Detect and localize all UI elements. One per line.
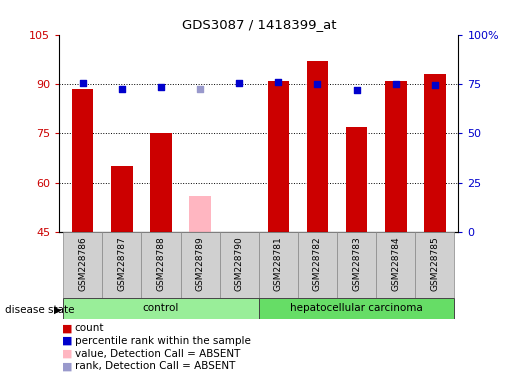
Bar <box>268 81 289 232</box>
Bar <box>259 232 298 298</box>
Point <box>352 87 360 93</box>
Text: GSM228790: GSM228790 <box>235 236 244 291</box>
Text: ▶: ▶ <box>54 305 62 315</box>
Point <box>274 79 282 85</box>
Text: ■: ■ <box>62 349 72 359</box>
Text: disease state: disease state <box>5 305 75 315</box>
Point <box>196 86 204 92</box>
Bar <box>190 196 211 232</box>
Text: GSM228788: GSM228788 <box>157 236 165 291</box>
Text: GSM228783: GSM228783 <box>352 236 361 291</box>
Bar <box>63 298 259 319</box>
Text: GSM228782: GSM228782 <box>313 236 322 291</box>
Bar <box>298 232 337 298</box>
Title: GDS3087 / 1418399_at: GDS3087 / 1418399_at <box>182 18 336 31</box>
Text: value, Detection Call = ABSENT: value, Detection Call = ABSENT <box>75 349 240 359</box>
Point <box>157 84 165 90</box>
Point <box>235 80 244 86</box>
Text: GSM228786: GSM228786 <box>78 236 87 291</box>
Text: count: count <box>75 323 104 333</box>
Bar <box>150 134 171 232</box>
Text: ■: ■ <box>62 336 72 346</box>
Text: GSM228781: GSM228781 <box>274 236 283 291</box>
Bar <box>72 89 93 232</box>
Text: rank, Detection Call = ABSENT: rank, Detection Call = ABSENT <box>75 361 235 371</box>
Text: percentile rank within the sample: percentile rank within the sample <box>75 336 251 346</box>
Point <box>313 81 321 87</box>
Text: control: control <box>143 303 179 313</box>
Bar <box>385 81 406 232</box>
Text: GSM228784: GSM228784 <box>391 236 400 291</box>
Bar <box>346 127 367 232</box>
Text: GSM228785: GSM228785 <box>431 236 439 291</box>
Point <box>118 86 126 92</box>
Text: ■: ■ <box>62 361 72 371</box>
Text: hepatocellular carcinoma: hepatocellular carcinoma <box>290 303 423 313</box>
Text: GSM228787: GSM228787 <box>117 236 126 291</box>
Bar <box>111 166 132 232</box>
Bar <box>181 232 220 298</box>
Point <box>391 81 400 87</box>
Text: ■: ■ <box>62 323 72 333</box>
Text: GSM228789: GSM228789 <box>196 236 204 291</box>
Point <box>431 82 439 88</box>
Bar <box>376 232 415 298</box>
Bar <box>259 298 454 319</box>
Bar <box>337 232 376 298</box>
Bar <box>142 232 181 298</box>
Bar <box>220 232 259 298</box>
Bar <box>424 74 445 232</box>
Bar <box>63 232 102 298</box>
Point <box>79 80 87 86</box>
Bar <box>415 232 454 298</box>
Bar <box>307 61 328 232</box>
Bar <box>102 232 142 298</box>
